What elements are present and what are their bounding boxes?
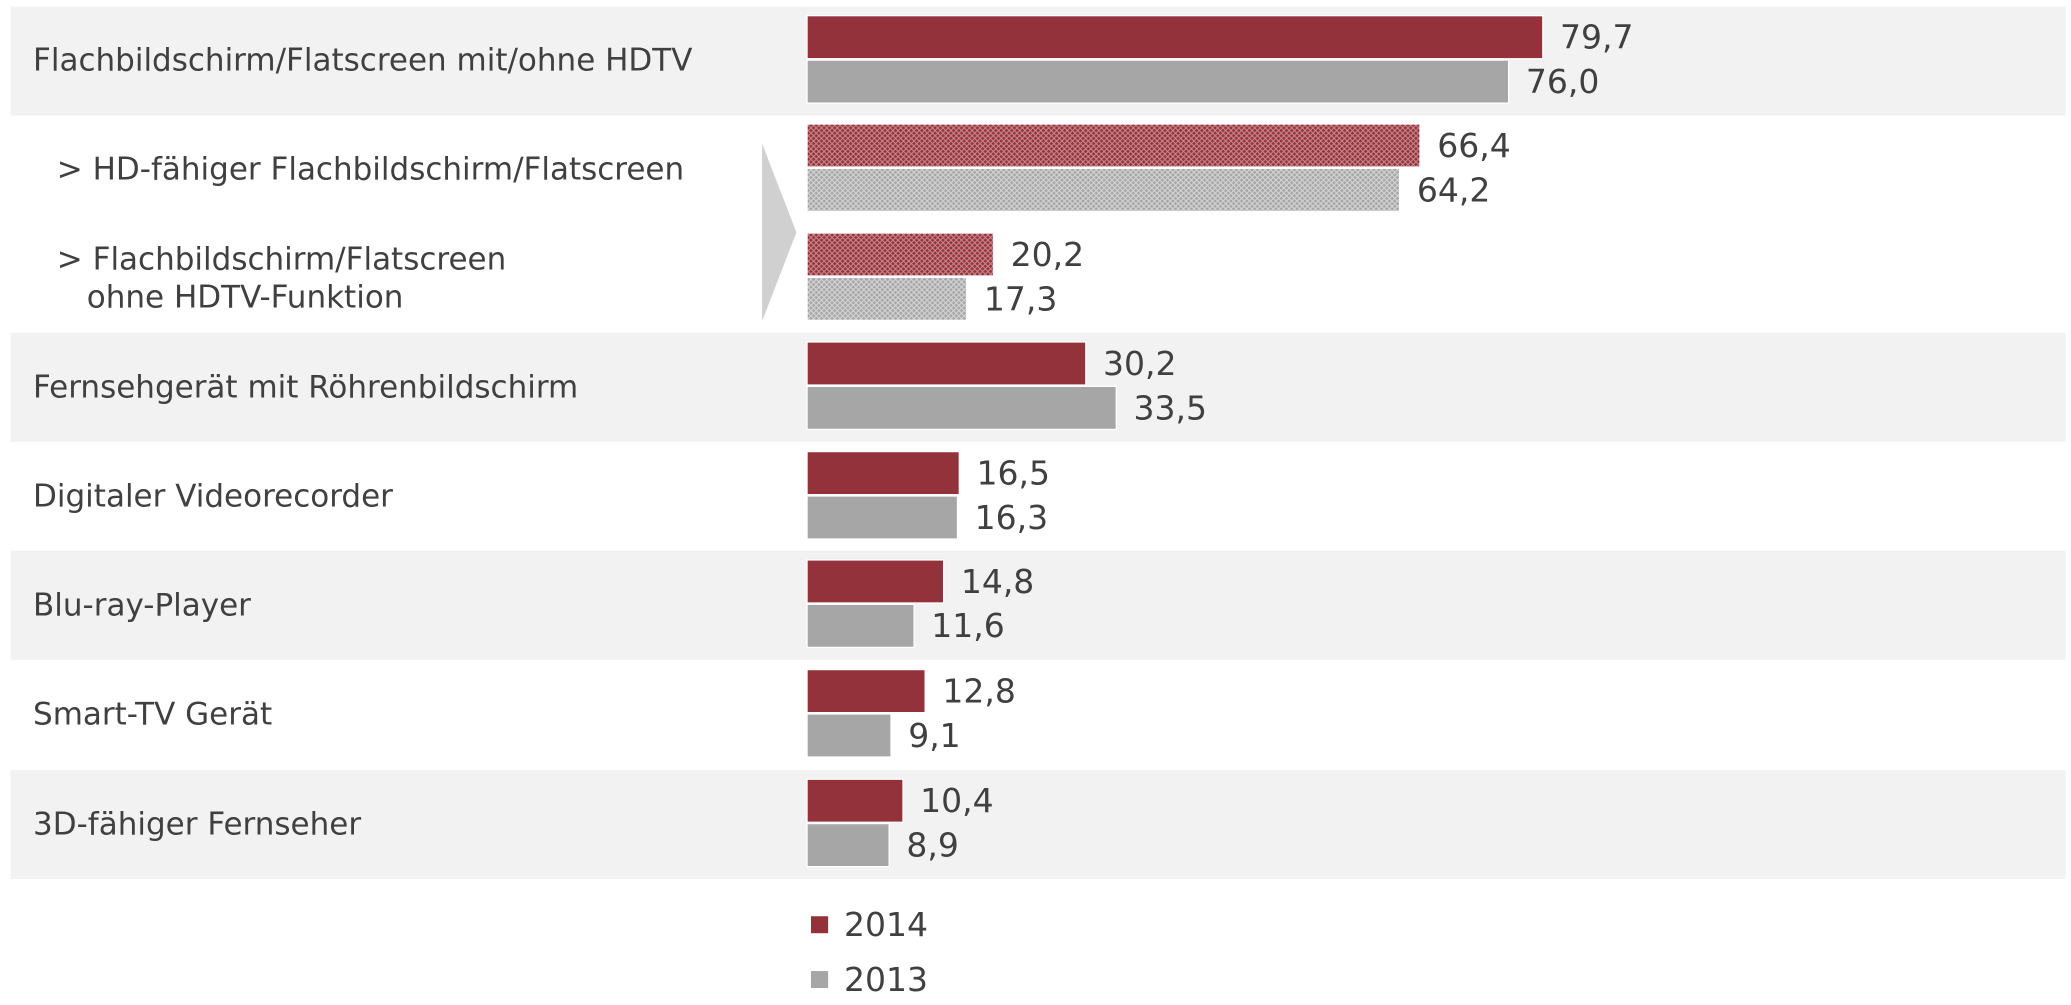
bar (806, 559, 945, 604)
value-label: 66,4 (1437, 127, 1510, 165)
bar (806, 603, 915, 649)
legend-label: 2014 (844, 906, 928, 944)
legend-swatch (810, 916, 829, 934)
value-label: 33,5 (1133, 389, 1206, 427)
bar (806, 778, 904, 823)
value-label: 9,1 (908, 717, 960, 755)
bar (806, 123, 1421, 168)
value-label: 79,7 (1560, 19, 1633, 57)
category-label: > Flachbildschirm/Flatscreen ohne HDTV-F… (56, 240, 507, 316)
value-label: 30,2 (1103, 345, 1176, 383)
value-label: 12,8 (942, 673, 1015, 711)
category-label: Smart-TV Gerät (33, 696, 273, 733)
category-label: Flachbildschirm/Flatscreen mit/ohne HDTV (33, 42, 693, 79)
value-label: 17,3 (984, 280, 1057, 318)
bar (806, 276, 968, 322)
bar (806, 668, 926, 714)
bar (806, 495, 959, 540)
bar (806, 15, 1544, 60)
legend-label: 2013 (844, 961, 928, 999)
value-label: 16,5 (977, 455, 1050, 493)
category-label: Fernsehgerät mit Röhrenbildschirm (33, 369, 579, 406)
value-label: 14,8 (961, 563, 1034, 601)
category-label: > HD-fähiger Flachbildschirm/Flatscreen (56, 151, 685, 188)
bar (806, 385, 1117, 431)
value-label: 76,0 (1526, 63, 1599, 101)
value-label: 64,2 (1417, 171, 1490, 209)
category-label: Digitaler Videorecorder (33, 478, 393, 515)
bar (806, 450, 961, 496)
bar (806, 59, 1510, 104)
bar (806, 341, 1087, 386)
value-label: 8,9 (906, 827, 958, 865)
bar (806, 713, 892, 758)
bar (806, 167, 1401, 213)
value-label: 20,2 (1011, 236, 1084, 274)
row-band (10, 550, 2066, 660)
category-label: 3D-fähiger Fernseher (33, 806, 362, 843)
bracket-arrow (762, 143, 797, 322)
value-label: 11,6 (931, 607, 1004, 645)
category-label: Blu-ray-Player (33, 587, 251, 624)
bar (806, 822, 890, 868)
row-band (10, 770, 2066, 880)
value-label: 10,4 (920, 782, 993, 820)
value-label: 16,3 (975, 499, 1048, 537)
bar (806, 232, 995, 277)
legend-swatch (810, 971, 829, 989)
